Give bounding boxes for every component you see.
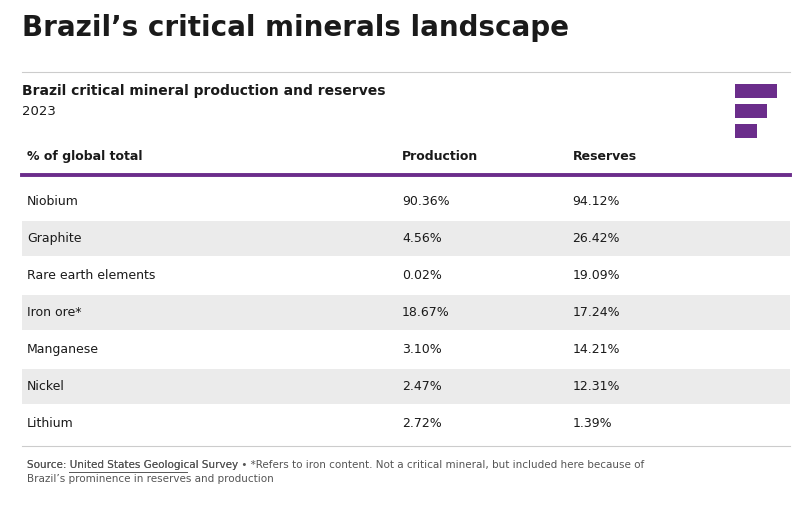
- Text: Production: Production: [401, 150, 478, 163]
- Text: 0.02%: 0.02%: [401, 269, 441, 282]
- Text: 4.56%: 4.56%: [401, 232, 441, 245]
- Text: Lithium: Lithium: [27, 417, 74, 430]
- Text: Brazil’s critical minerals landscape: Brazil’s critical minerals landscape: [22, 14, 569, 42]
- Text: Reserves: Reserves: [572, 150, 636, 163]
- Text: 3.10%: 3.10%: [401, 343, 441, 356]
- Text: Source: United States Geological Survey • *Refers to iron content. Not a critica: Source: United States Geological Survey …: [27, 460, 643, 484]
- Text: 14.21%: 14.21%: [572, 343, 619, 356]
- Text: Niobium: Niobium: [27, 195, 79, 208]
- Text: 1.39%: 1.39%: [572, 417, 611, 430]
- Text: 26.42%: 26.42%: [572, 232, 619, 245]
- Text: 90.36%: 90.36%: [401, 195, 449, 208]
- Text: Manganese: Manganese: [27, 343, 99, 356]
- Text: 19.09%: 19.09%: [572, 269, 620, 282]
- Text: Source: United States Geological Survey: Source: United States Geological Survey: [27, 460, 238, 470]
- Text: 17.24%: 17.24%: [572, 306, 620, 319]
- Text: 2023: 2023: [22, 105, 56, 118]
- Text: Graphite: Graphite: [27, 232, 81, 245]
- Text: Brazil critical mineral production and reserves: Brazil critical mineral production and r…: [22, 84, 385, 98]
- Text: Iron ore*: Iron ore*: [27, 306, 81, 319]
- Text: Rare earth elements: Rare earth elements: [27, 269, 155, 282]
- Text: 2.47%: 2.47%: [401, 380, 441, 393]
- Text: % of global total: % of global total: [27, 150, 142, 163]
- Text: 18.67%: 18.67%: [401, 306, 449, 319]
- Text: 2.72%: 2.72%: [401, 417, 441, 430]
- Text: 12.31%: 12.31%: [572, 380, 619, 393]
- Text: 94.12%: 94.12%: [572, 195, 619, 208]
- Text: Nickel: Nickel: [27, 380, 65, 393]
